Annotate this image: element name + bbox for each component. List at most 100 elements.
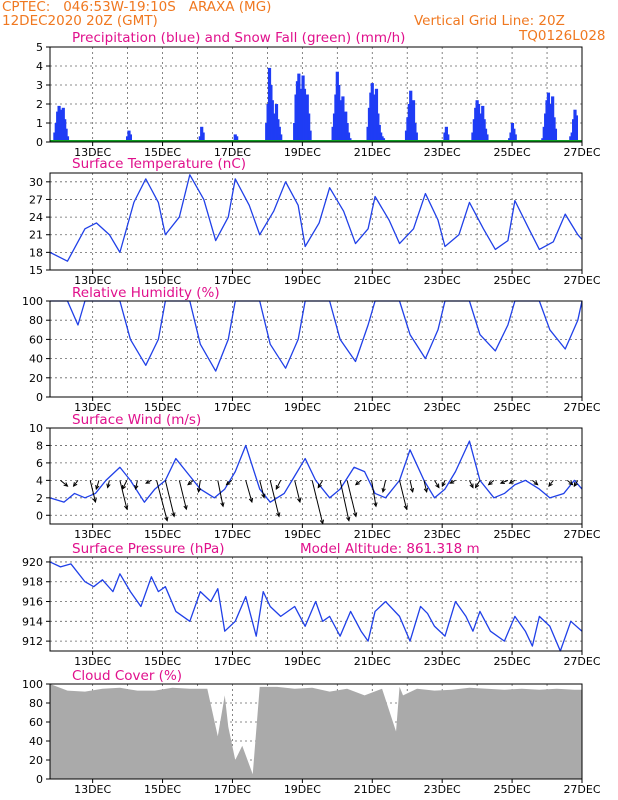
rh-xtick-label: 15DEC <box>144 401 181 414</box>
wind-arrow <box>294 480 301 503</box>
rh-ytick-label: 100 <box>22 295 43 308</box>
temp-xtick-label: 19DEC <box>284 274 321 287</box>
precip-bar <box>201 132 205 142</box>
cloud-xtick-label: 21DEC <box>354 783 391 796</box>
wind-arrow <box>382 480 387 492</box>
wind-arrow-head <box>533 480 539 486</box>
wind-arrow-head <box>275 484 280 491</box>
wind-arrow-head <box>225 480 231 486</box>
wind-ytick-label: 10 <box>29 422 43 435</box>
wind-arrow-head <box>317 483 322 489</box>
precip-ytick-label: 3 <box>36 79 43 92</box>
cloud-ytick-label: 60 <box>29 716 43 729</box>
precip-xtick-label: 17DEC <box>214 146 251 159</box>
wind-arrow <box>371 480 377 507</box>
wind-arrow-head <box>499 479 505 484</box>
precip-bar <box>553 128 558 142</box>
wind-xtick-label: 21DEC <box>354 528 391 541</box>
wind-xtick-label: 13DEC <box>74 528 111 541</box>
precip-bar <box>513 134 517 142</box>
precip-frame <box>49 46 583 143</box>
cloud-ytick-label: 40 <box>29 735 43 748</box>
wind-arrow <box>311 480 324 524</box>
wind-arrow <box>399 480 408 510</box>
cloud-xtick-label: 27DEC <box>563 783 600 796</box>
rh-ytick-label: 60 <box>29 333 43 346</box>
rh-xtick-label: 23DEC <box>424 401 461 414</box>
precip-bar <box>308 130 312 142</box>
wind-arrow <box>198 480 201 492</box>
pressure-xtick-label: 23DEC <box>424 655 461 668</box>
wind-arrow-head <box>403 505 408 511</box>
precip-xtick-label: 25DEC <box>494 146 531 159</box>
pressure-line <box>49 561 583 652</box>
pressure-title: Surface Pressure (hPa) <box>72 541 225 557</box>
wind-arrow-head <box>487 480 493 486</box>
wind-arrow-head <box>449 479 455 484</box>
pressure-xtick-label: 25DEC <box>494 655 531 668</box>
rh-xtick-label: 27DEC <box>563 401 600 414</box>
station-header: CPTEC: 046:53W-19:10S ARAXA (MG) <box>2 0 272 15</box>
precip-bar <box>65 136 70 142</box>
precip-bar <box>235 136 239 142</box>
wind-xtick-label: 25DEC <box>494 528 531 541</box>
rh-title: Relative Humidity (%) <box>72 285 220 301</box>
temp-xtick-label: 17DEC <box>214 274 251 287</box>
rh-line <box>50 300 583 372</box>
wind-arrow-head <box>381 487 386 494</box>
pressure-xtick-label: 27DEC <box>563 655 600 668</box>
pressure-ytick-label: 916 <box>22 596 43 609</box>
cloud-ytick-label: 0 <box>36 773 43 786</box>
rh-xtick-label: 25DEC <box>494 401 531 414</box>
cloud-ytick-label: 20 <box>29 754 43 767</box>
wind-arrow-head <box>92 497 97 504</box>
precip-bar <box>411 100 416 142</box>
precip-ytick-label: 2 <box>36 98 43 111</box>
wind-arrow-head <box>354 480 360 486</box>
temp-ytick-label: 15 <box>29 264 43 277</box>
wind-arrow-head <box>441 482 446 488</box>
wind-ytick-label: 2 <box>36 492 43 505</box>
wind-arrow <box>164 480 175 517</box>
wind-arrow-head <box>121 484 126 491</box>
precip-bar <box>279 134 283 142</box>
wind-arrow-head <box>164 516 169 522</box>
precip-bar <box>128 134 132 142</box>
cloud-xtick-label: 17DEC <box>214 783 251 796</box>
precip-xtick-label: 15DEC <box>144 146 181 159</box>
wind-arrow <box>409 480 414 492</box>
wind-arrow-head <box>248 497 254 504</box>
wind-xtick-label: 23DEC <box>424 528 461 541</box>
wind-arrow-head <box>297 497 302 504</box>
temp-xtick-label: 13DEC <box>74 274 111 287</box>
precip-bar <box>64 128 68 142</box>
pressure-xtick-label: 21DEC <box>354 655 391 668</box>
wind-arrow <box>434 480 440 488</box>
wind-arrow-head <box>124 505 129 511</box>
cloud-xtick-label: 15DEC <box>144 783 181 796</box>
cloud-xtick-label: 13DEC <box>74 783 111 796</box>
precip-xtick-label: 13DEC <box>74 146 111 159</box>
pressure-ytick-label: 912 <box>22 635 43 648</box>
wind-arrow-head <box>95 484 100 491</box>
wind-arrow <box>269 480 280 517</box>
wind-arrow <box>475 480 481 488</box>
cloud-xtick-label: 23DEC <box>424 783 461 796</box>
temp-frame <box>49 172 583 271</box>
precip-xtick-label: 23DEC <box>424 146 461 159</box>
rh-ytick-label: 80 <box>29 314 43 327</box>
cloud-cover-area <box>50 684 582 779</box>
pressure-xtick-label: 15DEC <box>144 655 181 668</box>
precip-xtick-label: 27DEC <box>563 146 600 159</box>
wind-ytick-label: 8 <box>36 439 43 452</box>
wind-arrow <box>423 480 428 492</box>
precip-ytick-label: 5 <box>36 41 43 54</box>
wind-arrow-head <box>568 480 574 486</box>
pressure-xtick-label: 19DEC <box>284 655 321 668</box>
temp-ytick-label: 21 <box>29 229 43 242</box>
rh-ytick-label: 0 <box>36 391 43 404</box>
wind-arrow-head <box>474 483 480 489</box>
precip-ytick-label: 4 <box>36 60 43 73</box>
wind-ytick-label: 4 <box>36 474 43 487</box>
